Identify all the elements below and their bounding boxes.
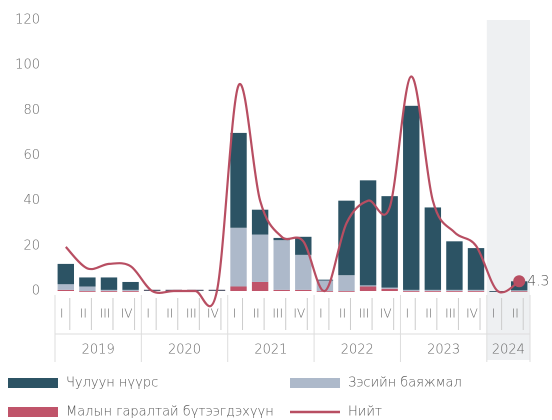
bar <box>424 289 442 291</box>
y-tick-label: 120 <box>15 13 40 28</box>
x-tick-label: IV <box>466 307 478 321</box>
bar <box>424 207 442 290</box>
x-tick-label: I <box>60 307 64 321</box>
bar <box>295 254 312 290</box>
x-tick-label: I <box>319 307 323 321</box>
group-label: 2020 <box>168 343 201 358</box>
x-tick-label: II <box>425 307 432 321</box>
total-line <box>64 75 520 308</box>
bar <box>467 291 485 292</box>
bar <box>79 277 96 287</box>
bar <box>122 289 139 291</box>
x-tick-label: III <box>186 307 197 321</box>
x-tick-label: I <box>492 307 496 321</box>
y-tick-label: 0 <box>32 284 40 299</box>
y-tick-label: 80 <box>23 103 40 118</box>
x-tick-label: IV <box>121 307 133 321</box>
bar <box>273 289 290 291</box>
group-label: 2021 <box>254 343 287 358</box>
bar <box>511 290 528 292</box>
bar <box>359 286 377 291</box>
legend-swatch <box>8 378 58 388</box>
group-label: 2024 <box>492 343 525 358</box>
bar <box>273 240 290 290</box>
x-tick-label: I <box>405 307 409 321</box>
bar <box>467 248 485 290</box>
y-tick-label: 40 <box>23 193 40 208</box>
bar <box>446 241 463 290</box>
bar <box>57 263 74 285</box>
legend-swatch <box>8 407 58 417</box>
bar <box>251 234 269 282</box>
bar <box>338 275 355 291</box>
bar <box>100 291 118 292</box>
bar <box>230 132 247 228</box>
group-label: 2019 <box>82 343 115 358</box>
bar <box>79 291 96 292</box>
bar <box>359 285 377 287</box>
bar <box>230 227 247 287</box>
bar <box>100 277 118 290</box>
last-point <box>513 275 526 288</box>
bar <box>316 279 334 291</box>
x-tick-label: IV <box>207 307 219 321</box>
bar <box>359 180 377 286</box>
x-tick-label: III <box>272 307 283 321</box>
bar <box>57 284 74 290</box>
bar <box>381 287 398 289</box>
x-tick-label: III <box>445 307 456 321</box>
legend-label: Зэсийн баяжмал <box>348 376 462 391</box>
group-label: 2023 <box>427 343 460 358</box>
bar <box>403 291 420 292</box>
bar <box>57 289 74 291</box>
y-tick-label: 20 <box>23 238 40 253</box>
bar <box>403 105 420 290</box>
bar <box>295 289 312 291</box>
bar <box>122 291 139 292</box>
bar <box>79 286 96 291</box>
bar <box>446 291 463 292</box>
x-tick-label: II <box>512 307 519 321</box>
x-tick-label: II <box>166 307 173 321</box>
bar <box>338 291 355 292</box>
x-tick-label: III <box>100 307 111 321</box>
bar <box>381 196 398 288</box>
x-tick-label: III <box>359 307 370 321</box>
legend-label: Малын гаралтай бүтээгдэхүүн <box>66 405 274 420</box>
bar <box>446 289 463 291</box>
legend-label: Чулуун нүүрс <box>66 376 158 391</box>
legend: Чулуун нүүрс Зэсийн баяжмал Малын гаралтай… <box>8 376 462 420</box>
bar <box>230 286 247 291</box>
x-tick-label: I <box>146 307 150 321</box>
bar <box>381 288 398 291</box>
y-tick-label: 60 <box>23 148 40 163</box>
bar <box>511 291 528 292</box>
y-tick-label: 100 <box>15 58 40 73</box>
x-tick-label: I <box>233 307 237 321</box>
data-label: 4.3 <box>527 273 549 289</box>
bar <box>122 281 139 290</box>
bar <box>424 291 442 292</box>
bar <box>251 281 269 291</box>
x-tick-label: II <box>339 307 346 321</box>
x-tick-label: II <box>253 307 260 321</box>
x-tick-label: II <box>80 307 87 321</box>
group-label: 2022 <box>341 343 374 358</box>
bar <box>251 209 269 235</box>
bar <box>100 289 118 291</box>
bar <box>273 237 290 241</box>
bar <box>316 279 334 281</box>
bar <box>467 289 485 291</box>
x-tick-label: IV <box>293 307 305 321</box>
bar <box>403 289 420 291</box>
legend-label: Нийт <box>348 405 382 420</box>
bar <box>338 200 355 276</box>
x-tick-label: IV <box>380 307 392 321</box>
legend-swatch <box>290 378 340 388</box>
